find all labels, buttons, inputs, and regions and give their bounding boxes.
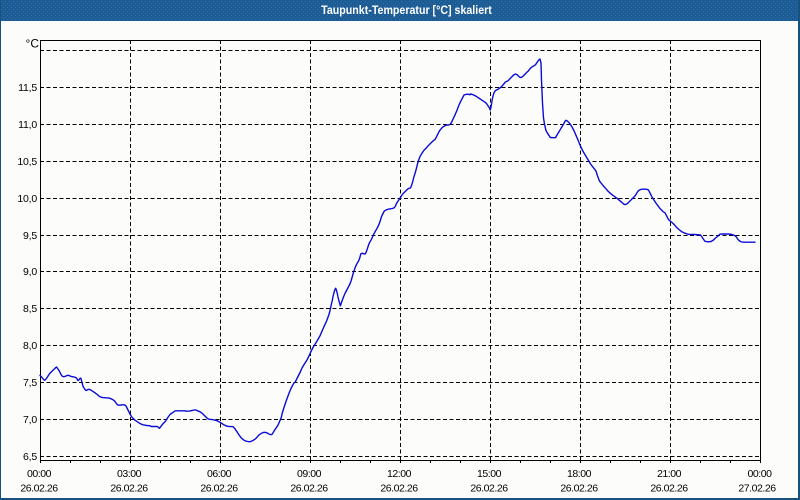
svg-text:11,0: 11,0	[18, 119, 37, 131]
svg-text:11,5: 11,5	[18, 82, 37, 94]
svg-text:26.02.26: 26.02.26	[470, 483, 508, 495]
svg-text:03:00: 03:00	[117, 468, 142, 480]
svg-text:7,5: 7,5	[23, 377, 37, 389]
svg-text:15:00: 15:00	[477, 468, 502, 480]
svg-text:06:00: 06:00	[207, 468, 232, 480]
svg-text:27.02.26: 27.02.26	[738, 483, 776, 495]
svg-text:26.02.26: 26.02.26	[20, 483, 58, 495]
svg-text:26.02.26: 26.02.26	[560, 483, 598, 495]
svg-text:00:00: 00:00	[27, 468, 52, 480]
svg-text:12:00: 12:00	[387, 468, 412, 480]
svg-text:6,5: 6,5	[23, 451, 37, 463]
svg-text:7,0: 7,0	[23, 414, 37, 426]
svg-text:°C: °C	[26, 37, 40, 51]
svg-text:9,0: 9,0	[23, 266, 37, 278]
svg-text:00:00: 00:00	[747, 468, 772, 480]
svg-text:26.02.26: 26.02.26	[290, 483, 328, 495]
svg-text:10,0: 10,0	[17, 193, 37, 205]
svg-text:21:00: 21:00	[657, 468, 682, 480]
svg-text:10,5: 10,5	[17, 156, 37, 168]
svg-text:9,5: 9,5	[23, 230, 37, 242]
svg-text:18:00: 18:00	[567, 468, 592, 480]
svg-text:8,0: 8,0	[23, 340, 37, 352]
svg-text:26.02.26: 26.02.26	[110, 483, 148, 495]
svg-text:26.02.26: 26.02.26	[380, 483, 418, 495]
svg-text:26.02.26: 26.02.26	[200, 483, 238, 495]
svg-text:26.02.26: 26.02.26	[650, 483, 688, 495]
svg-text:09:00: 09:00	[297, 468, 322, 480]
svg-text:8,5: 8,5	[23, 303, 37, 315]
